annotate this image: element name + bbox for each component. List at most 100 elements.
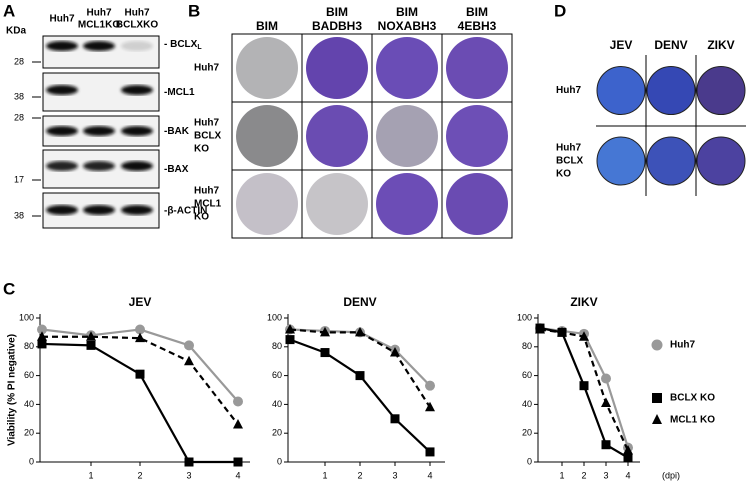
y-axis-label: Viability (% PI negative) xyxy=(7,334,18,446)
plaque-well xyxy=(306,173,368,235)
marker xyxy=(233,419,243,429)
protein-name: -BAK xyxy=(164,126,190,137)
x-tick-label: 4 xyxy=(625,470,630,480)
x-axis-label: (dpi) xyxy=(662,470,680,480)
column-label: BADBH3 xyxy=(312,19,362,33)
marker xyxy=(285,335,295,345)
y-tick-label: 0 xyxy=(527,456,532,466)
marker xyxy=(135,369,145,379)
plaque-well xyxy=(376,173,438,235)
y-tick-label: 80 xyxy=(522,341,532,351)
column-label: BIM xyxy=(396,5,418,19)
marker xyxy=(390,347,400,357)
band xyxy=(46,205,78,215)
lane-label: MCL1KO xyxy=(78,20,120,31)
plaque-well xyxy=(596,66,646,115)
legend-label: MCL1 KO xyxy=(670,415,715,426)
series-line xyxy=(41,342,238,464)
plaque-well xyxy=(696,136,746,186)
x-tick-label: 4 xyxy=(235,470,240,480)
marker xyxy=(535,324,545,334)
marker xyxy=(579,381,589,391)
marker xyxy=(425,401,435,412)
marker xyxy=(135,324,145,335)
x-tick-label: 3 xyxy=(392,470,397,480)
band xyxy=(83,161,115,171)
protein-label: -MCL1 xyxy=(164,87,195,98)
y-tick-label: 0 xyxy=(29,456,34,466)
x-tick-label: 2 xyxy=(581,470,586,480)
legend-label: Huh7 xyxy=(670,340,695,351)
kda-label: 28 xyxy=(14,112,24,122)
marker xyxy=(623,453,633,463)
y-tick-label: 100 xyxy=(19,312,34,322)
plaque-well xyxy=(236,105,298,167)
plaque-well xyxy=(236,173,298,235)
band xyxy=(46,126,78,136)
plaque-well xyxy=(446,173,508,235)
marker xyxy=(390,414,400,424)
x-tick-label: 1 xyxy=(322,470,327,480)
plaque-well xyxy=(596,136,646,186)
series-line xyxy=(289,328,431,408)
column-label: JEV xyxy=(610,38,633,52)
band xyxy=(121,85,153,95)
plaque-well xyxy=(696,66,746,115)
protein-label: -β-ACTIN xyxy=(164,205,207,216)
row-label: Huh7 xyxy=(194,186,219,197)
plaque-well xyxy=(236,37,298,99)
lane-label: Huh7 xyxy=(125,8,150,19)
marker xyxy=(601,397,611,407)
protein-name: -BAX xyxy=(164,164,189,175)
y-tick-label: 40 xyxy=(24,399,34,409)
y-tick-label: 40 xyxy=(522,399,532,409)
row-label: MCL1 xyxy=(194,199,222,210)
row-label: KO xyxy=(194,212,209,223)
protein-name: -β-ACTIN xyxy=(164,205,207,216)
marker xyxy=(355,371,365,381)
band xyxy=(121,41,153,51)
band xyxy=(121,126,153,136)
row-label: KO xyxy=(556,169,571,180)
marker xyxy=(285,324,295,334)
marker xyxy=(86,331,96,341)
row-label: BCLX xyxy=(556,156,584,167)
marker xyxy=(86,340,96,350)
marker xyxy=(601,440,611,450)
y-tick-label: 80 xyxy=(24,341,34,351)
protein-name: - BCLX xyxy=(164,39,198,50)
panel-letter: A xyxy=(3,1,15,20)
marker xyxy=(184,457,194,467)
legend-marker xyxy=(652,414,662,424)
column-label: DENV xyxy=(654,38,687,52)
protein-label: -BAX xyxy=(164,164,189,175)
y-tick-label: 100 xyxy=(517,312,532,322)
chart-title: DENV xyxy=(343,295,376,309)
x-tick-label: 3 xyxy=(603,470,608,480)
y-tick-label: 60 xyxy=(272,370,282,380)
kda-label: 17 xyxy=(14,174,24,184)
marker xyxy=(579,331,589,341)
blot-box xyxy=(42,35,160,69)
kda-label: 28 xyxy=(14,56,24,66)
band xyxy=(83,41,115,51)
legend-label: BCLX KO xyxy=(670,393,715,404)
plaque-well xyxy=(646,66,696,115)
band xyxy=(83,126,115,136)
y-tick-label: 20 xyxy=(272,428,282,438)
lane-label: Huh7 xyxy=(50,14,75,25)
column-label: 4EBH3 xyxy=(458,19,497,33)
marker xyxy=(135,332,145,343)
y-tick-label: 20 xyxy=(24,428,34,438)
panel-letter: B xyxy=(188,1,200,20)
row-label: BCLX xyxy=(194,131,222,142)
marker xyxy=(233,396,243,407)
panel-letter: D xyxy=(554,1,566,20)
marker xyxy=(184,340,194,351)
marker xyxy=(425,380,435,391)
marker xyxy=(320,348,330,358)
column-label: BIM xyxy=(326,5,348,19)
marker xyxy=(37,331,47,341)
protein-name: -MCL1 xyxy=(164,87,195,98)
marker xyxy=(623,444,633,455)
